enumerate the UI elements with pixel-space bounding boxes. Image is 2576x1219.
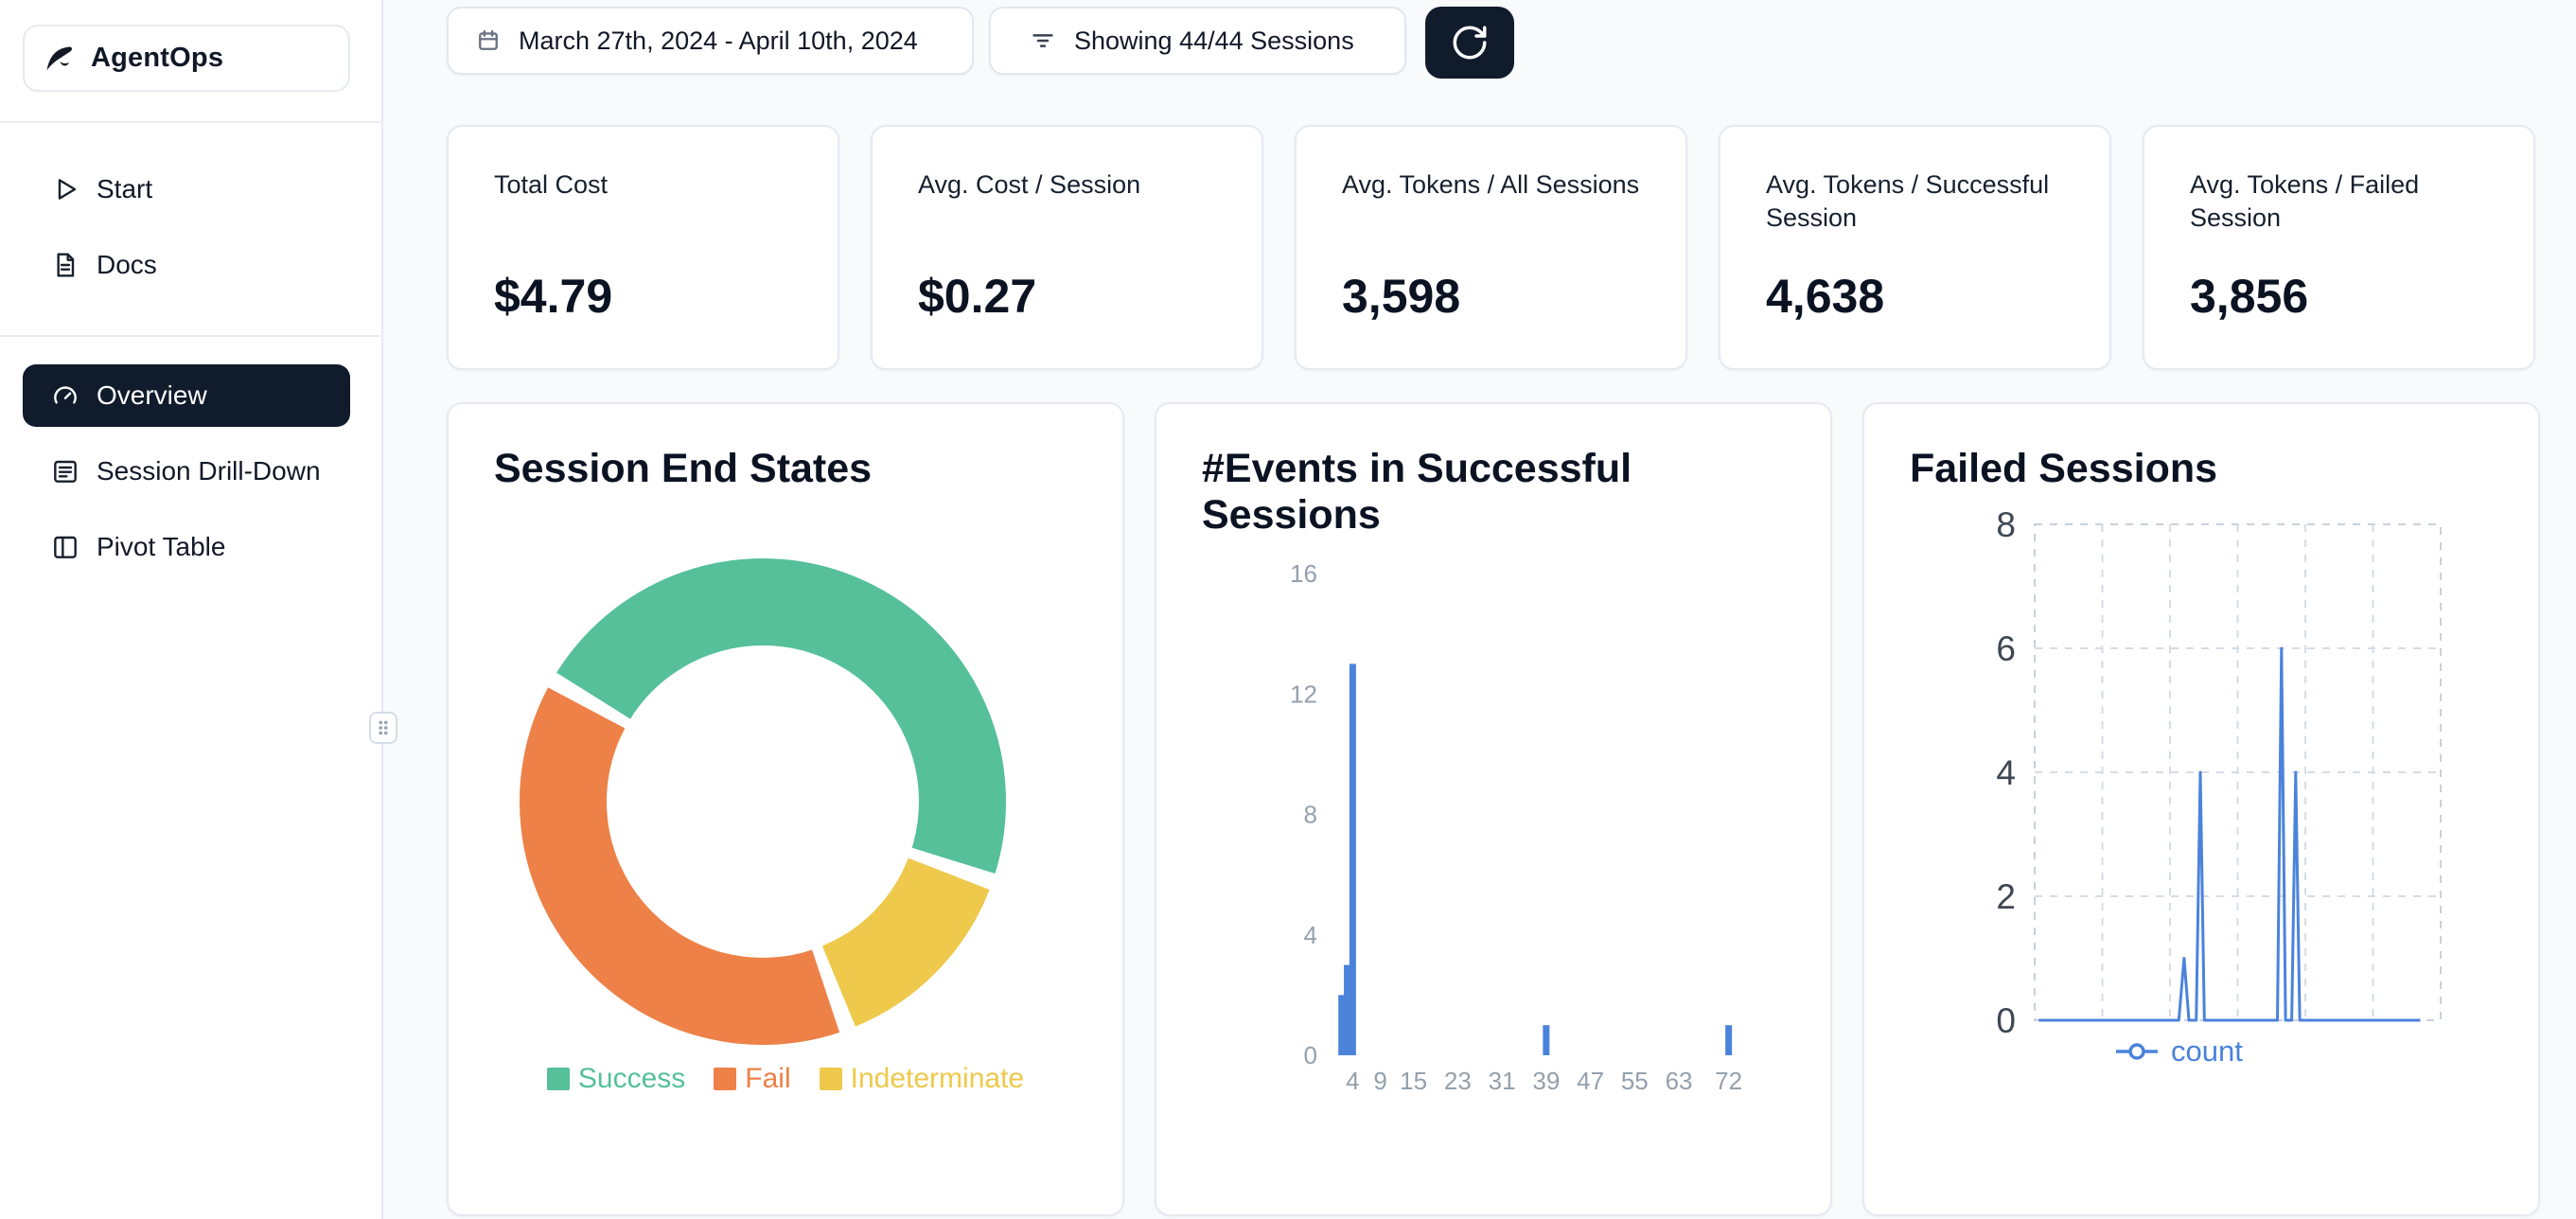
sidebar-item-label: Docs <box>97 250 157 279</box>
svg-text:47: 47 <box>1577 1067 1604 1095</box>
legend-label: Indeterminate <box>850 1063 1025 1094</box>
document-icon <box>49 249 81 281</box>
svg-text:23: 23 <box>1444 1067 1472 1095</box>
svg-text:31: 31 <box>1489 1067 1516 1095</box>
svg-text:4: 4 <box>1304 921 1317 949</box>
svg-text:6: 6 <box>1996 629 2016 668</box>
filter-icon <box>1029 26 1057 55</box>
toolbar: March 27th, 2024 - April 10th, 2024 Show… <box>447 7 1514 79</box>
sessions-filter-label: Showing 44/44 Sessions <box>1074 26 1354 55</box>
line-legend-marker-icon <box>2116 1043 2158 1060</box>
list-detail-icon <box>49 455 81 487</box>
sidebar-item-label: Session Drill-Down <box>97 456 321 486</box>
date-range-button[interactable]: March 27th, 2024 - April 10th, 2024 <box>447 7 974 75</box>
chart-title: #Events in Successful Sessions <box>1202 446 1632 538</box>
line-chart[interactable]: 0 2 4 6 8 <box>1864 404 2540 1216</box>
svg-text:4: 4 <box>1346 1067 1359 1095</box>
legend-swatch <box>546 1068 570 1090</box>
sidebar-item-label: Start <box>97 174 153 203</box>
donut-legend: Success Fail Indeterminate <box>449 1063 1122 1095</box>
sidebar-item-pivot-table[interactable]: Pivot Table <box>0 519 383 575</box>
svg-text:72: 72 <box>1715 1067 1742 1095</box>
stat-value: 3,598 <box>1342 270 1461 323</box>
refresh-button[interactable] <box>1425 7 1514 79</box>
svg-text:9: 9 <box>1373 1067 1386 1095</box>
svg-text:2: 2 <box>1996 877 2016 916</box>
date-range-label: March 27th, 2024 - April 10th, 2024 <box>519 26 918 55</box>
svg-text:63: 63 <box>1666 1067 1693 1095</box>
stat-value: $0.27 <box>918 270 1037 323</box>
svg-text:4: 4 <box>1996 753 2016 792</box>
sidebar-item-start[interactable]: Start <box>0 161 383 218</box>
stat-label: Avg. Tokens / Failed Session <box>2190 170 2420 232</box>
svg-text:8: 8 <box>1996 505 2016 544</box>
svg-text:12: 12 <box>1290 680 1317 708</box>
legend-label: Fail <box>745 1063 791 1094</box>
logo-box[interactable]: AgentOps <box>23 25 350 92</box>
legend-item-indeterminate[interactable]: Indeterminate <box>819 1063 1025 1095</box>
svg-text:16: 16 <box>1290 559 1317 588</box>
sidebar-item-session-drill-down[interactable]: Session Drill-Down <box>0 443 383 500</box>
legend-item-fail[interactable]: Fail <box>714 1063 791 1095</box>
stat-card-avg-cost-session: Avg. Cost / Session $0.27 <box>871 125 1263 370</box>
stat-value: 4,638 <box>1766 270 1885 323</box>
stats-row: Total Cost $4.79 Avg. Cost / Session $0.… <box>447 125 2535 370</box>
gauge-icon <box>49 380 81 412</box>
svg-text:39: 39 <box>1532 1067 1560 1095</box>
stat-label: Avg. Tokens / All Sessions <box>1342 170 1640 199</box>
chart-card-failed-sessions: Failed Sessions 0 2 4 6 8 count <box>1862 402 2540 1216</box>
sidebar-item-overview[interactable]: Overview <box>23 364 350 427</box>
calendar-icon <box>475 27 502 54</box>
charts-row: Session End States Success Fail Indeterm… <box>447 402 2540 1216</box>
play-icon <box>49 173 81 205</box>
sidebar-item-docs[interactable]: Docs <box>0 237 383 293</box>
sessions-filter-button[interactable]: Showing 44/44 Sessions <box>989 7 1406 75</box>
legend-swatch <box>714 1068 737 1090</box>
legend-swatch <box>819 1068 842 1090</box>
stat-value: $4.79 <box>494 270 613 323</box>
stat-card-avg-tokens-failed: Avg. Tokens / Failed Session 3,856 <box>2143 125 2535 370</box>
chart-card-events-histogram: #Events in Successful Sessions 0 4 8 12 16 4 9… <box>1155 402 1832 1216</box>
legend-label: Success <box>577 1063 686 1094</box>
grip-dots-icon <box>379 720 388 735</box>
chart-title: Failed Sessions <box>1910 446 2218 491</box>
sidebar-item-label: Pivot Table <box>97 532 226 561</box>
sidebar-divider <box>0 121 383 123</box>
svg-text:0: 0 <box>1304 1041 1317 1069</box>
sidebar-item-label: Overview <box>97 380 207 410</box>
sidebar-resize-handle[interactable] <box>369 712 397 744</box>
svg-text:0: 0 <box>1996 1001 2016 1040</box>
donut-chart[interactable] <box>449 508 1124 1076</box>
stat-label: Avg. Cost / Session <box>918 170 1141 199</box>
count-legend[interactable]: count <box>2114 1034 2243 1069</box>
stat-card-total-cost: Total Cost $4.79 <box>447 125 839 370</box>
chart-title: Session End States <box>494 446 873 491</box>
stat-value: 3,856 <box>2190 270 2309 323</box>
stat-card-avg-tokens-all: Avg. Tokens / All Sessions 3,598 <box>1295 125 1687 370</box>
legend-item-success[interactable]: Success <box>546 1063 686 1095</box>
sidebar: AgentOps Start Docs Overview <box>0 0 397 1219</box>
sidebar-divider <box>0 335 383 337</box>
svg-text:15: 15 <box>1400 1067 1427 1095</box>
chart-card-session-end-states: Session End States Success Fail Indeterm… <box>447 402 1124 1216</box>
count-legend-label: count <box>2171 1034 2243 1068</box>
svg-text:8: 8 <box>1304 801 1317 829</box>
stat-label: Avg. Tokens / Successful Session <box>1766 170 2050 232</box>
app-title: AgentOps <box>91 43 224 73</box>
svg-text:55: 55 <box>1621 1067 1649 1095</box>
table-icon <box>49 531 81 563</box>
main-content: March 27th, 2024 - April 10th, 2024 Show… <box>383 0 2576 1219</box>
agentops-logo <box>40 40 78 78</box>
stat-card-avg-tokens-successful: Avg. Tokens / Successful Session 4,638 <box>1719 125 2111 370</box>
stat-label: Total Cost <box>494 170 609 199</box>
refresh-icon <box>1450 23 1490 62</box>
